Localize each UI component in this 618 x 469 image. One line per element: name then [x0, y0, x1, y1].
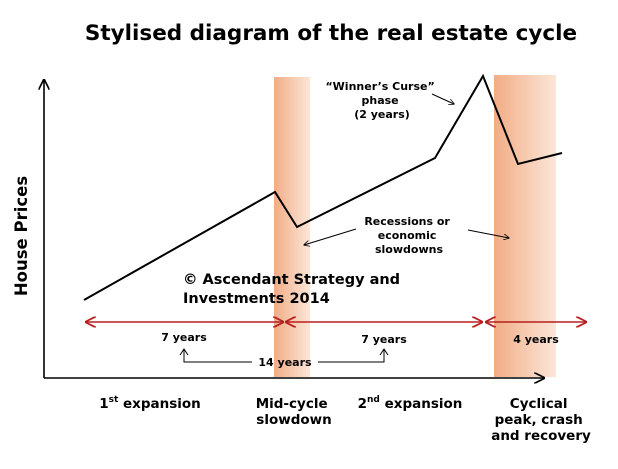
bracket-arrowhead-right [379, 348, 389, 356]
recession-pointer-left [304, 228, 357, 245]
y-axis-label: House Prices [12, 176, 31, 297]
bracket-arrowhead-left [179, 348, 189, 356]
cyclical-band [494, 75, 556, 377]
winners-curse-pointer [431, 93, 454, 104]
phase-first-expansion: 1st expansion [99, 395, 201, 412]
phase-midcycle-slowdown: Mid-cycle slowdown [256, 396, 333, 428]
recessions-label: Recessions or economic slowdowns [364, 215, 453, 256]
duration-first-label: 7 years [161, 331, 207, 344]
recession-pointer-right [467, 229, 509, 238]
duration-second-label: 7 years [361, 333, 407, 346]
winners-curse-label: “Winner’s Curse” phase (2 years) [325, 80, 438, 121]
midcycle-band [274, 77, 310, 377]
phase-cyclical-peak: Cyclical peak, crash and recovery [491, 396, 591, 444]
diagram-title: Stylised diagram of the real estate cycl… [85, 21, 577, 46]
price-line [83, 73, 563, 301]
phase-second-expansion: 2nd expansion [358, 395, 463, 412]
duration-cyclical-label: 4 years [513, 333, 559, 346]
copyright-text: © Ascendant Strategy and Investments 201… [183, 272, 405, 307]
duration-total-label: 14 years [258, 356, 312, 369]
total-duration-bracket [183, 350, 385, 363]
